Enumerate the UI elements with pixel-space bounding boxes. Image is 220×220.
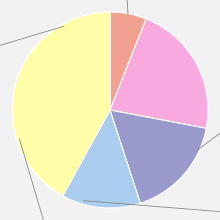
Text: Satellites en
fonctionnement
6%: Satellites en fonctionnement 6% — [84, 0, 151, 14]
Wedge shape — [110, 12, 146, 110]
Text: Déchets
opérationnels
13%: Déchets opérationnels 13% — [19, 139, 120, 220]
Wedge shape — [12, 12, 110, 196]
Wedge shape — [110, 19, 208, 128]
Text: Dernier
étages de
lanceurs
17%: Dernier étages de lanceurs 17% — [83, 201, 220, 220]
Text: Satellites
abandonnés
22%: Satellites abandonnés 22% — [198, 0, 220, 150]
Text: Fragments
42%: Fragments 42% — [0, 26, 64, 107]
Wedge shape — [63, 110, 140, 208]
Wedge shape — [110, 110, 206, 203]
